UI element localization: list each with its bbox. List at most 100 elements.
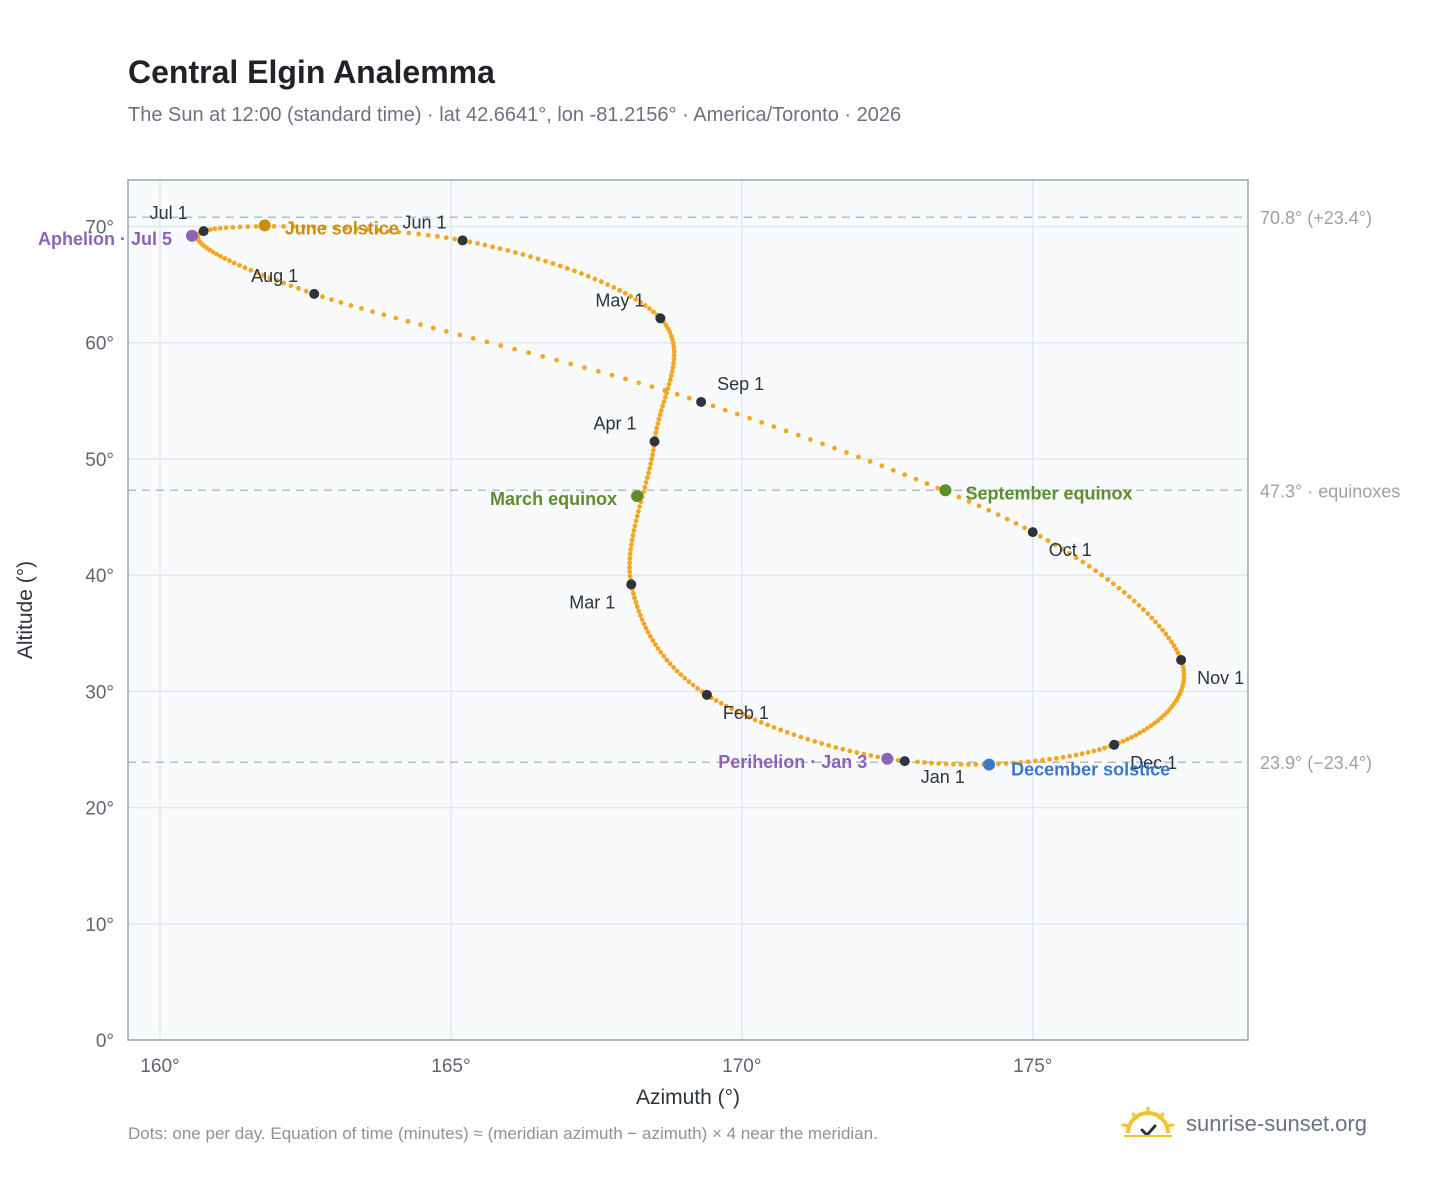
daily-dot xyxy=(771,424,777,430)
daily-dot xyxy=(778,727,784,733)
month-marker xyxy=(696,396,707,407)
daily-dot xyxy=(592,276,598,282)
daily-dot xyxy=(288,283,294,289)
daily-dot xyxy=(671,360,676,366)
daily-dot xyxy=(668,333,674,339)
reference-lines: 70.8° (+23.4°) 47.3° · equinoxes 23.9° (−2… xyxy=(128,208,1400,773)
event-label: December solstice xyxy=(1011,760,1170,780)
month-label: Jan 1 xyxy=(921,767,965,787)
month-label: Dec 1 xyxy=(1130,753,1177,773)
daily-dot xyxy=(520,252,526,257)
daily-dot xyxy=(669,369,675,375)
daily-dot xyxy=(713,698,719,703)
daily-dot xyxy=(1052,542,1058,548)
daily-dot xyxy=(505,248,511,253)
daily-dot xyxy=(1054,755,1059,761)
month-marker xyxy=(457,235,468,246)
daily-dot xyxy=(943,761,949,767)
daily-dot xyxy=(678,672,684,678)
daily-dot xyxy=(637,504,643,509)
daily-dot xyxy=(655,421,661,427)
y-tick-label: 60° xyxy=(85,334,114,355)
daily-dot xyxy=(1141,607,1146,612)
daily-dot xyxy=(958,761,964,767)
daily-dot xyxy=(639,617,645,623)
daily-dot xyxy=(396,229,402,235)
daily-dot xyxy=(636,380,642,386)
daily-dot xyxy=(734,411,740,417)
daily-dot xyxy=(1093,568,1099,574)
daily-dot xyxy=(671,356,677,362)
daily-dot xyxy=(565,266,570,271)
y-tick-label: 20° xyxy=(85,799,114,820)
daily-dot xyxy=(535,256,541,262)
y-tick-label: 30° xyxy=(85,682,114,703)
daily-dot xyxy=(490,244,495,250)
daily-dot xyxy=(1022,525,1027,531)
daily-dot xyxy=(271,223,277,229)
month-label: Jun 1 xyxy=(402,212,446,232)
daily-dot xyxy=(245,224,251,230)
daily-dot xyxy=(666,381,672,387)
daily-dot xyxy=(644,475,650,481)
daily-dot xyxy=(1155,718,1161,723)
daily-dot xyxy=(752,717,758,723)
month-label: Aug 1 xyxy=(251,266,298,286)
daily-dot xyxy=(1105,577,1111,582)
daily-dot xyxy=(585,273,591,279)
daily-dot xyxy=(320,294,325,300)
month-marker xyxy=(626,579,637,590)
daily-dot xyxy=(595,368,601,374)
daily-dot xyxy=(1145,611,1151,617)
y-axis-label: Altitude (°) xyxy=(14,561,37,659)
daily-dot xyxy=(579,271,584,276)
daily-dot xyxy=(540,354,546,359)
daily-dot xyxy=(207,227,213,232)
daily-dot xyxy=(890,467,896,473)
event-label: Aphelion · Jul 5 xyxy=(38,229,172,249)
reference-label: 23.9° (−23.4°) xyxy=(1260,753,1372,773)
event-label: June solstice xyxy=(285,218,399,238)
daily-dot xyxy=(416,231,422,237)
daily-dot xyxy=(660,403,666,409)
daily-dot xyxy=(630,591,636,596)
daily-dot xyxy=(242,265,248,271)
daily-dot xyxy=(847,748,853,754)
daily-dot xyxy=(633,518,639,524)
daily-dot xyxy=(1141,728,1147,734)
brand-link[interactable]: sunrise-sunset.org xyxy=(1120,1104,1367,1144)
daily-dot xyxy=(633,599,639,605)
daily-dot xyxy=(826,743,832,748)
daily-dot xyxy=(629,537,635,543)
y-tick-label: 50° xyxy=(85,450,114,471)
month-marker xyxy=(899,756,910,767)
daily-dot xyxy=(1158,715,1164,721)
daily-dot xyxy=(747,415,752,421)
daily-dot xyxy=(653,430,659,436)
daily-dot xyxy=(260,272,266,278)
daily-dot xyxy=(1073,752,1079,758)
daily-dot xyxy=(632,523,638,529)
daily-dot xyxy=(1003,761,1009,766)
daily-dot xyxy=(1033,758,1038,764)
daily-dot xyxy=(627,569,633,575)
daily-dot xyxy=(214,251,220,257)
daily-dot xyxy=(627,560,633,566)
daily-dot xyxy=(1163,631,1169,637)
daily-dot xyxy=(223,225,229,231)
daily-dot xyxy=(652,642,658,647)
daily-dot xyxy=(670,337,675,343)
daily-dot xyxy=(1060,754,1066,760)
daily-dot xyxy=(902,472,908,478)
reference-label: 47.3° · equinoxes xyxy=(1260,481,1400,501)
month-label: Nov 1 xyxy=(1197,668,1244,688)
daily-dot xyxy=(329,297,334,302)
daily-dot xyxy=(686,679,692,685)
daily-dot xyxy=(554,357,560,363)
footnote: Dots: one per day. Equation of time (min… xyxy=(128,1124,878,1143)
daily-dot xyxy=(568,361,574,367)
daily-dot xyxy=(662,388,668,393)
daily-dot xyxy=(627,556,633,561)
daily-dot xyxy=(1171,643,1177,648)
